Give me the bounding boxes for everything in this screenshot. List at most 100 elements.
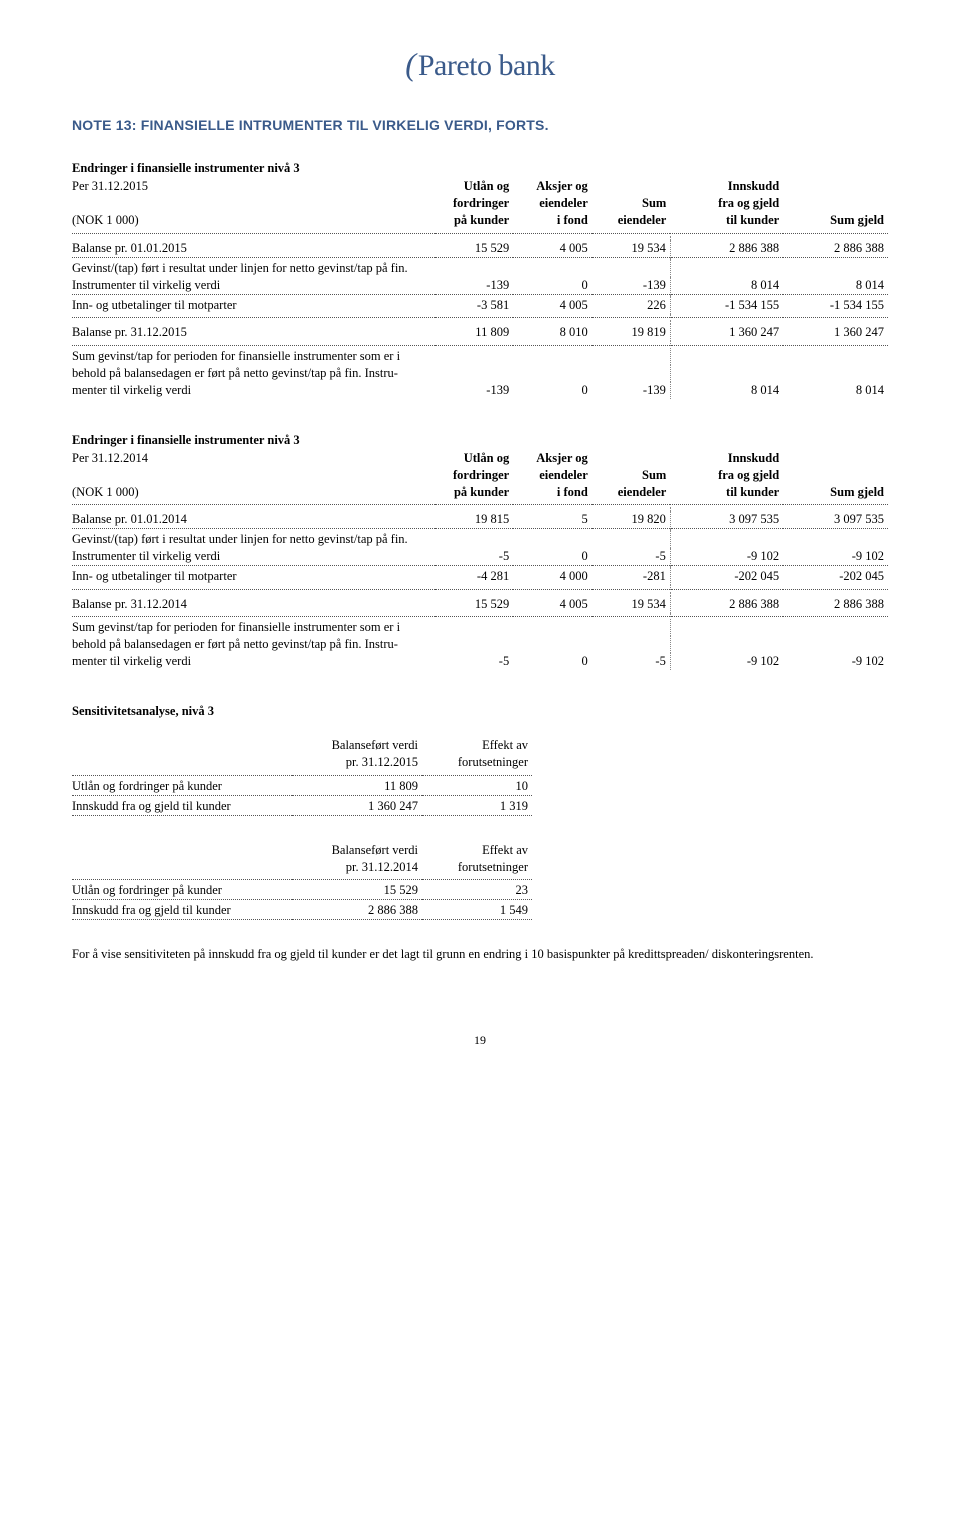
col-header: Effekt av bbox=[422, 737, 532, 754]
table-row: Balanse pr. 01.01.2015 15 529 4 005 19 5… bbox=[72, 240, 888, 258]
table-row: Balanse pr. 31.12.2015 11 809 8 010 19 8… bbox=[72, 324, 888, 341]
cell: 19 534 bbox=[592, 240, 671, 258]
col-header: pr. 31.12.2014 bbox=[292, 859, 422, 876]
cell: 1 360 247 bbox=[292, 798, 422, 816]
cell: 1 549 bbox=[422, 902, 532, 920]
cell: 1 360 247 bbox=[783, 324, 888, 341]
sens-title: Sensitivitetsanalyse, nivå 3 bbox=[72, 704, 888, 719]
cell: -9 102 bbox=[670, 548, 783, 566]
row-label: Utlån og fordringer på kunder bbox=[72, 882, 292, 900]
cell: -3 581 bbox=[435, 297, 514, 314]
col-header: pr. 31.12.2015 bbox=[292, 754, 422, 771]
row-label: Utlån og fordringer på kunder bbox=[72, 778, 292, 796]
col-header: Sum bbox=[592, 195, 671, 212]
table-row: Gevinst/(tap) ført i resultat under linj… bbox=[72, 531, 888, 548]
cell: 2 886 388 bbox=[783, 596, 888, 613]
table-row: Utlån og fordringer på kunder 15 529 23 bbox=[72, 882, 532, 900]
row-label: Innskudd fra og gjeld til kunder bbox=[72, 798, 292, 816]
cell: 1 360 247 bbox=[670, 324, 783, 341]
col-header: Innskudd bbox=[670, 178, 783, 195]
col-header: Utlån og bbox=[435, 178, 514, 195]
table-block-2014: Endringer i finansielle instrumenter niv… bbox=[72, 433, 888, 671]
cell: 3 097 535 bbox=[783, 511, 888, 529]
cell: 8 014 bbox=[783, 277, 888, 295]
cell: 8 010 bbox=[513, 324, 592, 341]
table-block-2015: Endringer i finansielle instrumenter niv… bbox=[72, 161, 888, 399]
col-header: Balanseført verdi bbox=[292, 842, 422, 859]
col-header: forutsetninger bbox=[422, 754, 532, 771]
row-label: Balanse pr. 31.12.2015 bbox=[72, 324, 435, 341]
col-header: på kunder bbox=[435, 212, 514, 229]
table-row: Gevinst/(tap) ført i resultat under linj… bbox=[72, 260, 888, 277]
cell: -5 bbox=[435, 548, 514, 566]
cell: 19 820 bbox=[592, 511, 671, 529]
cell: 2 886 388 bbox=[670, 596, 783, 613]
row-label: Innskudd fra og gjeld til kunder bbox=[72, 902, 292, 920]
table-row: Innskudd fra og gjeld til kunder 1 360 2… bbox=[72, 798, 532, 816]
lead-bold-2014: Endringer i finansielle instrumenter niv… bbox=[72, 433, 888, 448]
footnote: For å vise sensitiviteten på innskudd fr… bbox=[72, 946, 888, 963]
fin-table-2015: Per 31.12.2015 Utlån og Aksjer og Innsku… bbox=[72, 178, 888, 399]
nok-label: (NOK 1 000) bbox=[72, 484, 435, 501]
col-header: Sum gjeld bbox=[783, 212, 888, 229]
row-label: Inn- og utbetalinger til motparter bbox=[72, 297, 435, 314]
table-row: menter til virkelig verdi -139 0 -139 8 … bbox=[72, 382, 888, 399]
cell: 15 529 bbox=[435, 596, 514, 613]
cell: -4 281 bbox=[435, 568, 514, 585]
row-label: menter til virkelig verdi bbox=[72, 382, 435, 399]
cell: 15 529 bbox=[292, 882, 422, 900]
col-header: i fond bbox=[513, 484, 592, 501]
col-header: fordringer bbox=[435, 467, 514, 484]
cell: 3 097 535 bbox=[670, 511, 783, 529]
row-label: menter til virkelig verdi bbox=[72, 653, 435, 670]
cell: -5 bbox=[435, 653, 514, 670]
lead-bold-2015: Endringer i finansielle instrumenter niv… bbox=[72, 161, 888, 176]
cell: -139 bbox=[435, 382, 514, 399]
cell: -202 045 bbox=[783, 568, 888, 585]
cell: -139 bbox=[435, 277, 514, 295]
cell: 0 bbox=[513, 653, 592, 670]
cell: -1 534 155 bbox=[670, 297, 783, 314]
cell: 2 886 388 bbox=[292, 902, 422, 920]
nok-label: (NOK 1 000) bbox=[72, 212, 435, 229]
cell: 4 005 bbox=[513, 297, 592, 314]
table-row: Innskudd fra og gjeld til kunder 2 886 3… bbox=[72, 902, 532, 920]
cell: -9 102 bbox=[670, 653, 783, 670]
cell: -281 bbox=[592, 568, 671, 585]
cell: 4 005 bbox=[513, 240, 592, 258]
lead-period-2015: Per 31.12.2015 bbox=[72, 179, 148, 193]
cell: 10 bbox=[422, 778, 532, 796]
col-header: Utlån og bbox=[435, 450, 514, 467]
cell: -1 534 155 bbox=[783, 297, 888, 314]
fin-table-2014: Per 31.12.2014 Utlån og Aksjer og Innsku… bbox=[72, 450, 888, 671]
col-header: i fond bbox=[513, 212, 592, 229]
cell: 226 bbox=[592, 297, 671, 314]
col-header: fra og gjeld bbox=[670, 467, 783, 484]
col-header: Sum gjeld bbox=[783, 484, 888, 501]
table-row: Instrumenter til virkelig verdi -139 0 -… bbox=[72, 277, 888, 295]
col-header: eiendeler bbox=[513, 467, 592, 484]
cell: -5 bbox=[592, 653, 671, 670]
col-header: til kunder bbox=[670, 212, 783, 229]
cell: 8 014 bbox=[783, 382, 888, 399]
table-row: Inn- og utbetalinger til motparter -3 58… bbox=[72, 297, 888, 314]
cell: -5 bbox=[592, 548, 671, 566]
col-header: eiendeler bbox=[592, 484, 671, 501]
table-row: Balanse pr. 31.12.2014 15 529 4 005 19 5… bbox=[72, 596, 888, 613]
cell: 4 005 bbox=[513, 596, 592, 613]
cell: 4 000 bbox=[513, 568, 592, 585]
cell: 11 809 bbox=[435, 324, 514, 341]
cell: 19 534 bbox=[592, 596, 671, 613]
note-title: NOTE 13: FINANSIELLE INTRUMENTER TIL VIR… bbox=[72, 117, 888, 133]
table-row: menter til virkelig verdi -5 0 -5 -9 102… bbox=[72, 653, 888, 670]
table-row: Sum gevinst/tap for perioden for finansi… bbox=[72, 619, 888, 636]
row-label: Balanse pr. 01.01.2015 bbox=[72, 240, 435, 258]
cell: 0 bbox=[513, 277, 592, 295]
col-header: fordringer bbox=[435, 195, 514, 212]
cell: -139 bbox=[592, 382, 671, 399]
cell: -139 bbox=[592, 277, 671, 295]
cell: 19 815 bbox=[435, 511, 514, 529]
cell: 0 bbox=[513, 382, 592, 399]
row-label: behold på balansedagen er ført på netto … bbox=[72, 365, 435, 382]
cell: 5 bbox=[513, 511, 592, 529]
